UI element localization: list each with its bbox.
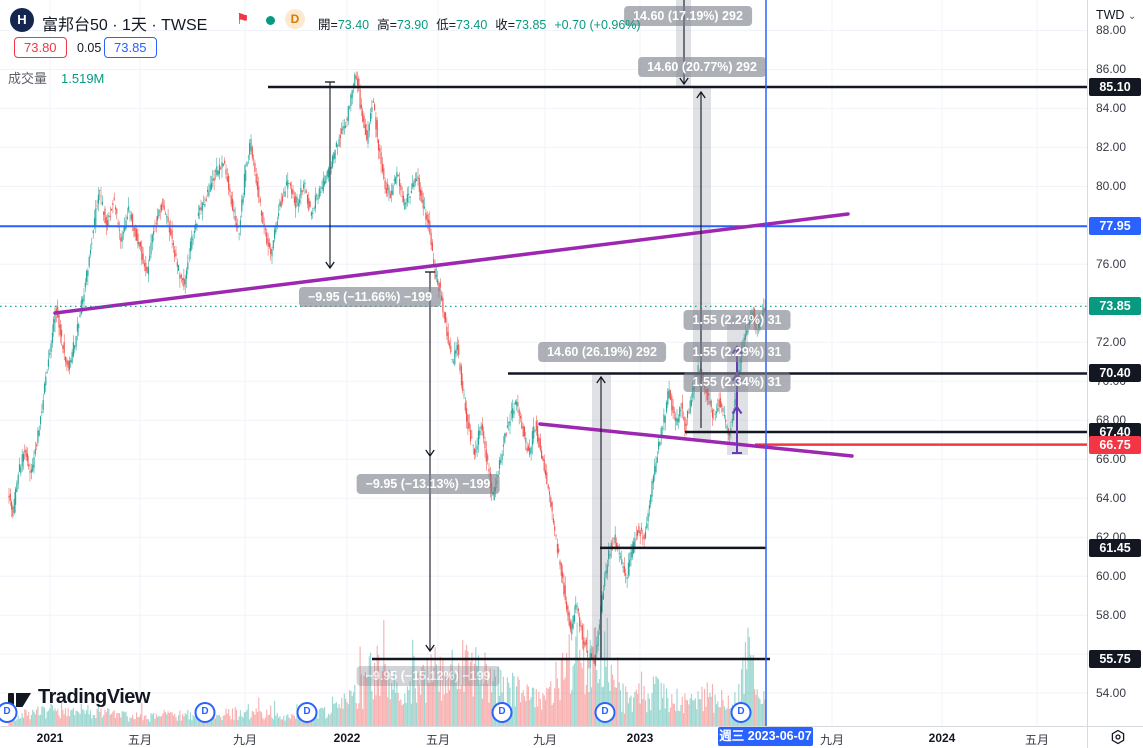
price-level-badge: 70.40 bbox=[1089, 364, 1141, 383]
crosshair-date-badge: 週三 2023-06-07 bbox=[718, 727, 813, 746]
volume-bars-up bbox=[13, 617, 765, 726]
dividend-marker[interactable]: D bbox=[194, 702, 216, 723]
candle-wicks-down bbox=[8, 71, 766, 669]
tradingview-logo-text: TradingView bbox=[38, 686, 150, 708]
open-label: 開= bbox=[318, 18, 338, 32]
time-label: 五月 bbox=[425, 733, 451, 747]
sell-button[interactable]: 73.80 bbox=[14, 37, 67, 58]
measure-label[interactable]: 14.60 (20.77%) 292 bbox=[638, 57, 766, 77]
time-label: 2022 bbox=[333, 731, 361, 745]
dividend-marker[interactable]: D bbox=[296, 702, 318, 723]
measure-arrowhead bbox=[679, 77, 689, 86]
axis-corner bbox=[1087, 726, 1143, 748]
price-tick: 82.00 bbox=[1096, 140, 1127, 155]
price-level-badge: 85.10 bbox=[1089, 78, 1141, 96]
chevron-down-icon: ⌄ bbox=[1127, 11, 1137, 22]
measure-label[interactable]: 1.55 (2.29%) 31 bbox=[683, 342, 791, 362]
dividend-marker[interactable]: D bbox=[594, 702, 616, 723]
price-tick: 66.00 bbox=[1096, 452, 1127, 467]
interval-badge[interactable]: D bbox=[285, 9, 305, 29]
tradingview-logo[interactable]: TradingView bbox=[8, 686, 150, 709]
measure-label[interactable]: 14.60 (17.19%) 292 bbox=[624, 6, 752, 26]
volume-label: 成交量 bbox=[8, 71, 48, 86]
candle-wicks-up bbox=[14, 72, 765, 668]
measure-label[interactable]: 1.55 (2.24%) 31 bbox=[683, 310, 791, 330]
price-tick: 64.00 bbox=[1096, 491, 1127, 506]
time-label: 2021 bbox=[36, 731, 64, 745]
close-label: 收= bbox=[495, 18, 516, 32]
volume-readout: 成交量 1.519M bbox=[8, 68, 104, 87]
measure-arrowhead bbox=[325, 261, 335, 270]
time-label: 九月 bbox=[532, 733, 558, 747]
close-value: 73.85 bbox=[515, 18, 547, 32]
price-tick: 58.00 bbox=[1096, 608, 1127, 623]
price-level-badge: 61.45 bbox=[1089, 538, 1141, 557]
buy-button[interactable]: 73.85 bbox=[104, 37, 157, 58]
time-label: 九月 bbox=[232, 733, 258, 747]
symbol-logo: H bbox=[10, 8, 34, 32]
time-axis[interactable]: 2021 五月 九月 2022 五月 九月 2023 九月 2024 五月 bbox=[0, 726, 1087, 748]
dividend-marker[interactable]: D bbox=[0, 702, 18, 723]
flag-icon[interactable]: ⚑ bbox=[236, 11, 250, 28]
volume-value: 1.519M bbox=[61, 71, 105, 86]
dividend-marker[interactable]: D bbox=[730, 702, 752, 723]
market-status-icon bbox=[266, 16, 275, 25]
price-level-badge: 55.75 bbox=[1089, 650, 1141, 668]
price-tick: 54.00 bbox=[1096, 686, 1127, 701]
price-tick: 88.00 bbox=[1096, 23, 1127, 38]
gear-icon[interactable] bbox=[1110, 729, 1126, 748]
time-label: 2023 bbox=[626, 731, 654, 745]
dividend-marker[interactable]: D bbox=[491, 702, 513, 723]
currency-selector[interactable]: TWD ⌄ bbox=[1096, 8, 1137, 22]
time-label: 2024 bbox=[928, 731, 956, 745]
low-label: 低= bbox=[436, 18, 456, 32]
price-tick: 84.00 bbox=[1096, 101, 1127, 116]
price-tick: 86.00 bbox=[1096, 62, 1127, 77]
candle-bodies-down bbox=[8, 75, 766, 664]
price-tick: 76.00 bbox=[1096, 257, 1127, 272]
candle-bodies-up bbox=[13, 74, 765, 666]
measure-label[interactable]: −9.95 (−11.66%) −199 bbox=[298, 287, 442, 307]
measure-label[interactable]: −9.95 (−13.13%) −199 bbox=[356, 474, 500, 494]
time-label: 五月 bbox=[127, 733, 153, 747]
price-level-badge: 77.95 bbox=[1089, 217, 1141, 236]
trend-line bbox=[53, 212, 850, 315]
low-value: 73.40 bbox=[456, 18, 488, 32]
change-value: +0.70 (+0.96%) bbox=[554, 18, 641, 32]
symbol-title[interactable]: 富邦台50 · 1天 · TWSE bbox=[42, 17, 208, 34]
price-level-badge: 73.85 bbox=[1089, 297, 1141, 316]
spread-value: 0.05 bbox=[77, 41, 102, 55]
price-tick: 80.00 bbox=[1096, 179, 1127, 194]
measure-arrowhead bbox=[596, 375, 606, 384]
price-axis[interactable]: 88.0086.0084.0082.0080.0076.0072.0070.00… bbox=[1087, 0, 1143, 726]
trend-line bbox=[538, 422, 854, 458]
time-label: 九月 bbox=[819, 733, 845, 747]
measure-label[interactable]: 1.55 (2.34%) 31 bbox=[683, 372, 791, 392]
measure-label[interactable]: −9.95 (−15.12%) −199 bbox=[356, 666, 500, 686]
price-tick: 72.00 bbox=[1096, 335, 1127, 350]
measure-arrowhead bbox=[696, 90, 706, 99]
ohlc-readout: 開=73.40 高=73.90 低=73.40 收=73.85 +0.70 (+0.96… bbox=[318, 14, 641, 33]
measure-arrowhead bbox=[425, 644, 435, 653]
price-tick: 60.00 bbox=[1096, 569, 1127, 584]
open-value: 73.40 bbox=[337, 18, 370, 32]
high-label: 高= bbox=[377, 18, 397, 32]
high-value: 73.90 bbox=[396, 18, 429, 32]
price-level-badge: 66.75 bbox=[1089, 435, 1141, 454]
time-label: 五月 bbox=[1024, 733, 1050, 747]
purple-arrowhead bbox=[731, 405, 743, 415]
measure-label[interactable]: 14.60 (26.19%) 292 bbox=[538, 342, 666, 362]
